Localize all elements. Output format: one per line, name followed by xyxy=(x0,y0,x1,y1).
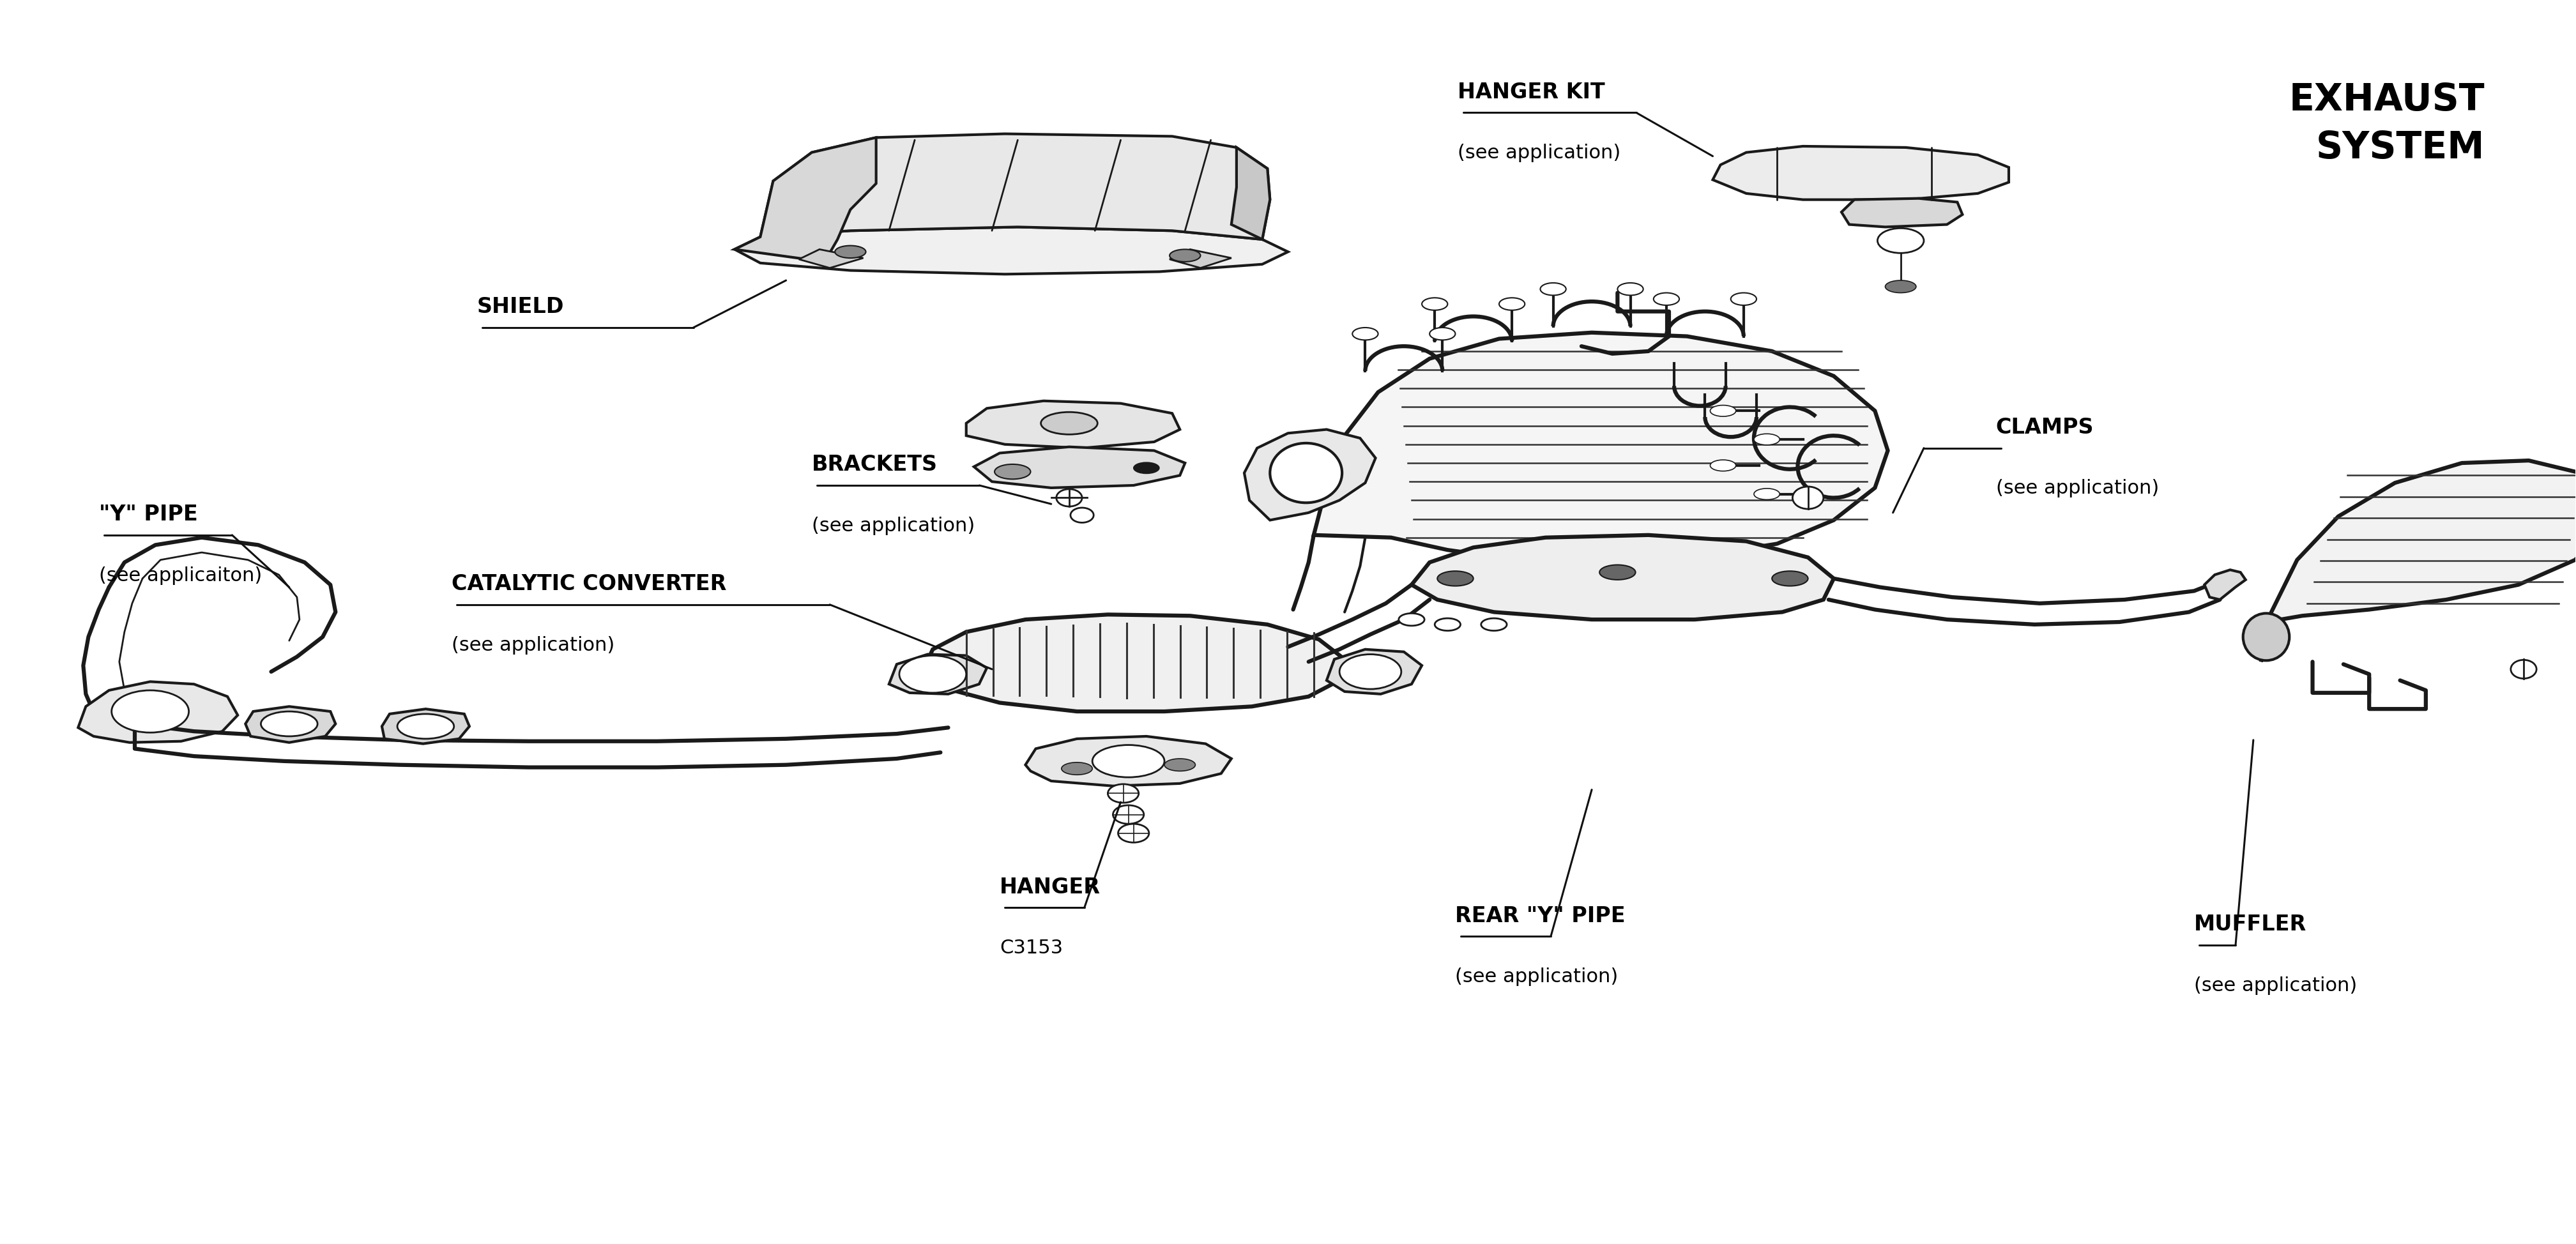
Text: "Y" PIPE: "Y" PIPE xyxy=(98,504,198,525)
Ellipse shape xyxy=(1340,654,1401,689)
Polygon shape xyxy=(77,682,237,743)
Text: CATALYTIC CONVERTER: CATALYTIC CONVERTER xyxy=(451,573,726,595)
Ellipse shape xyxy=(260,712,317,736)
Text: HANGER: HANGER xyxy=(999,877,1100,898)
Polygon shape xyxy=(1713,147,2009,199)
Polygon shape xyxy=(760,134,1270,239)
Ellipse shape xyxy=(1731,292,1757,305)
Polygon shape xyxy=(2205,570,2246,600)
Polygon shape xyxy=(1170,249,1231,267)
Ellipse shape xyxy=(1041,412,1097,434)
Polygon shape xyxy=(922,615,1345,712)
Ellipse shape xyxy=(899,656,966,693)
Ellipse shape xyxy=(1108,784,1139,802)
Polygon shape xyxy=(1314,332,1888,562)
Ellipse shape xyxy=(1399,613,1425,626)
Text: BRACKETS: BRACKETS xyxy=(811,454,938,475)
Ellipse shape xyxy=(1540,282,1566,295)
Ellipse shape xyxy=(397,714,453,739)
Polygon shape xyxy=(734,138,876,261)
Text: (see application): (see application) xyxy=(451,636,616,654)
Text: MUFFLER: MUFFLER xyxy=(2195,914,2306,935)
Polygon shape xyxy=(799,249,863,267)
Text: REAR "Y" PIPE: REAR "Y" PIPE xyxy=(1455,906,1625,927)
Ellipse shape xyxy=(1170,249,1200,261)
Ellipse shape xyxy=(1164,759,1195,771)
Polygon shape xyxy=(1412,535,1834,620)
Ellipse shape xyxy=(1772,571,1808,586)
Ellipse shape xyxy=(1437,571,1473,586)
Text: HANGER KIT: HANGER KIT xyxy=(1458,82,1605,103)
Text: (see application): (see application) xyxy=(811,516,974,535)
Polygon shape xyxy=(1327,649,1422,694)
Ellipse shape xyxy=(1061,763,1092,775)
Ellipse shape xyxy=(111,690,188,733)
Polygon shape xyxy=(1842,198,1963,226)
Polygon shape xyxy=(381,709,469,744)
Ellipse shape xyxy=(994,464,1030,479)
Ellipse shape xyxy=(1270,443,1342,503)
Ellipse shape xyxy=(1878,228,1924,253)
Polygon shape xyxy=(1244,429,1376,520)
Ellipse shape xyxy=(1352,327,1378,340)
Polygon shape xyxy=(2262,460,2576,662)
Ellipse shape xyxy=(835,245,866,258)
Polygon shape xyxy=(734,226,1288,274)
Text: (see application): (see application) xyxy=(1458,144,1620,163)
Ellipse shape xyxy=(1113,805,1144,824)
Ellipse shape xyxy=(1092,745,1164,778)
Ellipse shape xyxy=(1056,489,1082,506)
Ellipse shape xyxy=(1654,292,1680,305)
Ellipse shape xyxy=(1133,463,1159,474)
Ellipse shape xyxy=(1430,327,1455,340)
Ellipse shape xyxy=(1072,508,1095,522)
Ellipse shape xyxy=(1754,489,1780,500)
Ellipse shape xyxy=(1118,824,1149,842)
Text: (see application): (see application) xyxy=(1996,479,2159,498)
Text: EXHAUST
SYSTEM: EXHAUST SYSTEM xyxy=(2290,82,2486,165)
Text: CLAMPS: CLAMPS xyxy=(1996,417,2094,438)
Ellipse shape xyxy=(1600,565,1636,580)
Text: (see application): (see application) xyxy=(2195,977,2357,995)
Ellipse shape xyxy=(1754,434,1780,445)
Text: (see applicaiton): (see applicaiton) xyxy=(98,566,263,585)
Text: C3153: C3153 xyxy=(999,939,1064,958)
Polygon shape xyxy=(974,447,1185,488)
Polygon shape xyxy=(889,654,987,694)
Text: SHIELD: SHIELD xyxy=(477,296,564,317)
Ellipse shape xyxy=(1435,618,1461,631)
Polygon shape xyxy=(245,707,335,743)
Ellipse shape xyxy=(1422,297,1448,310)
Ellipse shape xyxy=(1499,297,1525,310)
Ellipse shape xyxy=(2512,659,2537,678)
Ellipse shape xyxy=(1793,486,1824,509)
Polygon shape xyxy=(966,401,1180,448)
Ellipse shape xyxy=(2244,613,2290,661)
Ellipse shape xyxy=(1886,280,1917,292)
Polygon shape xyxy=(1025,736,1231,786)
Text: (see application): (see application) xyxy=(1455,968,1618,986)
Polygon shape xyxy=(1231,148,1270,239)
Ellipse shape xyxy=(1618,282,1643,295)
Ellipse shape xyxy=(1710,406,1736,417)
Ellipse shape xyxy=(1481,618,1507,631)
Ellipse shape xyxy=(1710,460,1736,471)
